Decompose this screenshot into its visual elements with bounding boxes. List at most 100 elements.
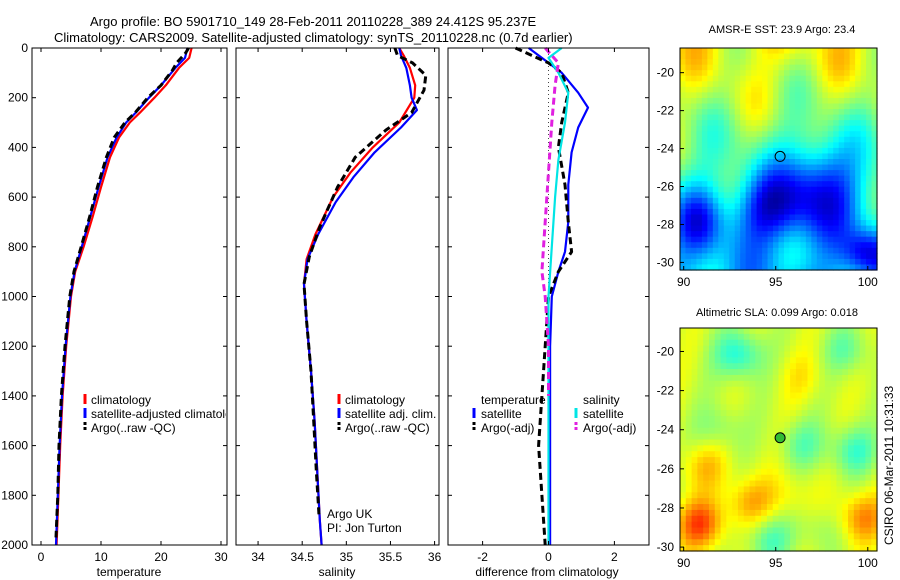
sst-map-cell [751, 64, 758, 71]
sla-map-cell [795, 398, 803, 405]
sla-map-cell [685, 404, 693, 411]
sla-map-cell [755, 386, 762, 394]
sla-map-cell [685, 492, 693, 499]
sla-map-cell [836, 515, 843, 523]
sla-map-cell [778, 363, 785, 370]
sla-map-cell [732, 539, 739, 546]
sla-map-cell [824, 462, 832, 470]
sla-map-cell [842, 521, 849, 529]
sla-map-cell [848, 498, 855, 505]
sst-map-cell [723, 125, 730, 132]
sst-map-cell [680, 142, 687, 149]
sla-map-cell [691, 451, 698, 458]
sla-map-cell [859, 369, 867, 376]
sst-map-cell [745, 109, 752, 116]
sla-map-cell [680, 339, 687, 347]
sst-map-cell [718, 186, 725, 193]
sla-map-cell [790, 433, 797, 441]
sla-map-cell [680, 445, 687, 452]
sst-map-cell [838, 70, 845, 77]
sst-map-cell [712, 197, 719, 204]
sst-map-cell [685, 136, 692, 143]
sla-map-cell [743, 433, 751, 441]
sst-map-cell [783, 164, 791, 171]
sst-map-cell [778, 159, 785, 166]
sst-map-cell [685, 103, 692, 110]
temperature-series-0-line [55, 47, 193, 546]
sla-map-cell [697, 468, 704, 476]
sst-map-cell [696, 103, 703, 110]
sst-map-cell [734, 164, 741, 171]
sst-map-cell [756, 153, 763, 160]
sst-map-cell [822, 114, 829, 121]
sst-map-cell [729, 258, 736, 266]
sla-map-cell [784, 457, 791, 464]
sla-map-cell [801, 504, 809, 511]
sla-map-cell [784, 416, 791, 423]
sst-map-cell [778, 92, 785, 99]
sst-map-cell [751, 48, 758, 55]
sst-map-cell [778, 97, 785, 105]
sla-map-cell [853, 416, 861, 423]
sst-map-cell [729, 120, 736, 127]
sla-map-cell [819, 392, 826, 400]
sst-map-cell [827, 236, 834, 243]
sst-map-cell [762, 220, 769, 227]
sst-map-cell [707, 175, 714, 182]
sla-map-cell [743, 486, 751, 493]
sst-map-cell [734, 109, 741, 116]
sla-map-cell [778, 333, 785, 341]
sla-map-cell [720, 457, 727, 464]
sla-map-cell [871, 445, 878, 452]
sst-map-cell [789, 258, 796, 266]
sst-map-cell [783, 192, 791, 199]
sla-map-cell [714, 539, 722, 546]
sla-map-cell [801, 380, 809, 388]
sla-map-cell [813, 498, 820, 505]
sst-map-cell [690, 153, 698, 160]
sla-map-cell [703, 486, 710, 493]
sst-map-cell [767, 125, 774, 132]
sst-map-cell [816, 247, 823, 254]
sst-map-cell [800, 70, 807, 77]
sla-map-cell [766, 392, 774, 400]
sst-map-cell [805, 103, 812, 110]
sst-map-cell [701, 120, 708, 127]
sst-map-cell [756, 97, 763, 105]
sla-map-cell [807, 345, 814, 353]
sla-map-cell [784, 351, 791, 358]
sla-map-cell [848, 410, 855, 417]
sst-map-cell [822, 253, 829, 260]
sla-map-cell [708, 374, 716, 382]
sla-map-cell [865, 427, 872, 435]
sla-map-cell [680, 345, 687, 353]
sla-map-cell [732, 416, 739, 423]
sst-map-cell [690, 114, 698, 121]
sst-map-cell [866, 236, 873, 243]
sla-map-cell [697, 445, 704, 452]
sst-map-cell [712, 253, 719, 260]
sst-map-cell [696, 159, 703, 166]
sla-map-cell [801, 404, 809, 411]
sla-map-cell [720, 480, 727, 488]
sst-map-cell [762, 81, 769, 88]
sla-map-cell [784, 521, 791, 529]
sst-map-cell [707, 131, 714, 138]
sla-map-cell [871, 486, 878, 493]
sst-map-cell [690, 70, 698, 77]
sla-map-cell [784, 509, 791, 517]
sst-map-cell [838, 81, 845, 88]
sla-map-cell [813, 339, 820, 347]
sst-map-cell [707, 247, 714, 254]
sla-map-cell [807, 398, 814, 405]
sst-map-cell [701, 203, 708, 210]
sla-map-cell [737, 345, 745, 353]
sst-map-cell [789, 109, 796, 116]
sst-map-cell [778, 131, 785, 138]
sst-map-cell [794, 64, 801, 71]
sst-map-cell [811, 258, 818, 266]
sla-map-cell [853, 462, 861, 470]
sst-map-ytick-label-1: -22 [657, 104, 675, 118]
sla-map-cell [749, 404, 756, 411]
sst-map-cell [690, 258, 698, 266]
